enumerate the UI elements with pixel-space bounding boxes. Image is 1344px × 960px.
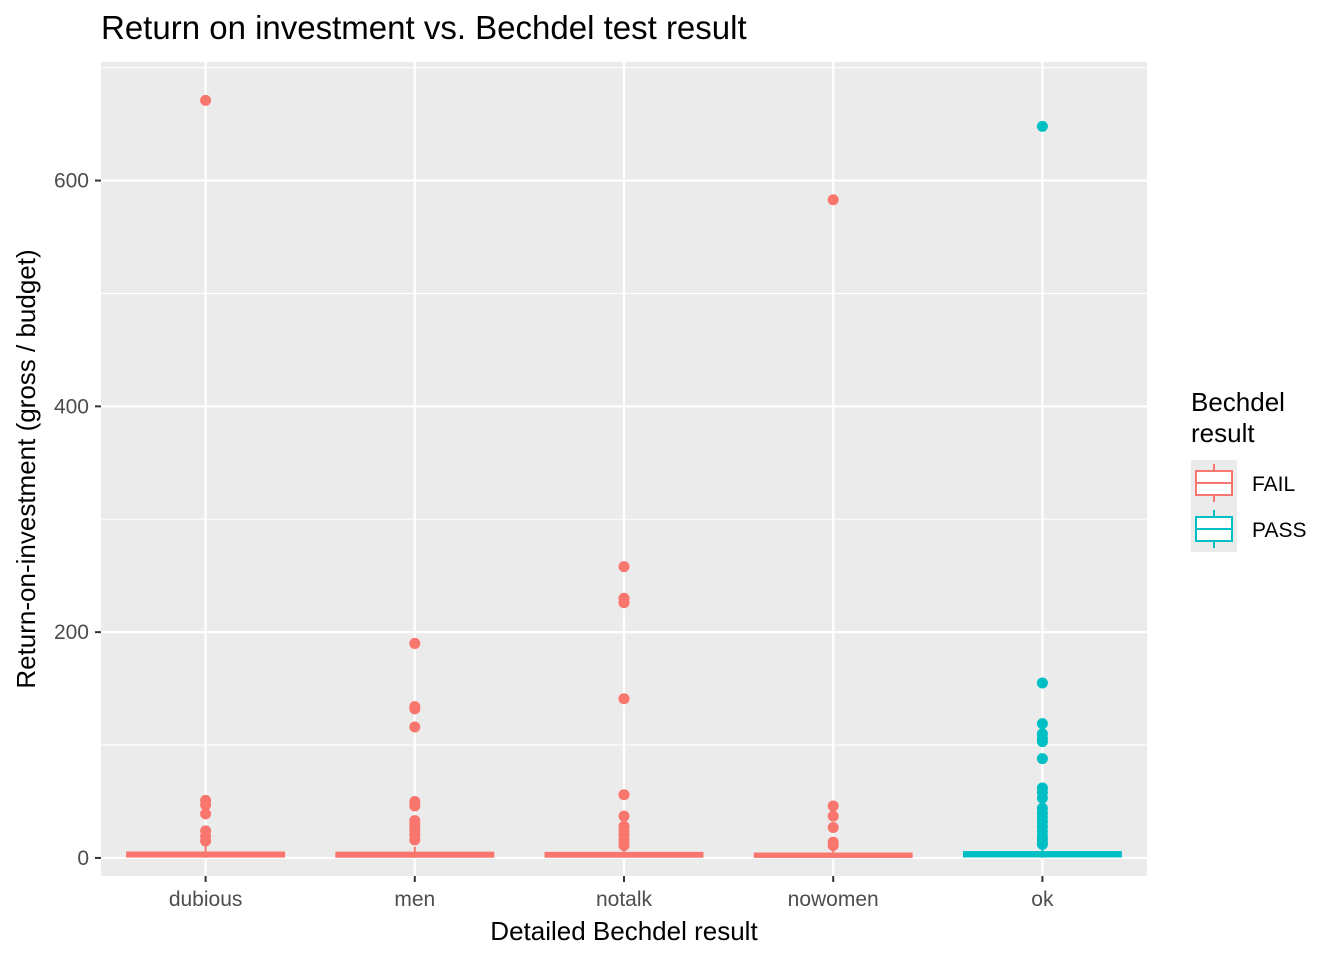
boxplot-men [335, 637, 495, 858]
outlier-point [1036, 792, 1048, 804]
outlier-point [827, 810, 839, 822]
x-tick-label: notalk [596, 888, 653, 911]
x-axis: dubious men notalk nowomen ok [169, 876, 1054, 911]
outlier-point [200, 808, 212, 820]
outlier-point [1036, 120, 1048, 132]
outlier-point [1036, 838, 1048, 850]
x-tick-label: dubious [169, 888, 243, 911]
outlier-point [409, 703, 421, 715]
outlier-point [1036, 677, 1048, 689]
boxplot-dubious [126, 94, 286, 858]
outlier-point [618, 789, 630, 801]
outlier-point [618, 561, 630, 573]
outlier-point [618, 840, 630, 852]
chart-title: Return on investment vs. Bechdel test re… [101, 9, 747, 46]
chart-marks [126, 94, 1122, 858]
y-tick-label: 200 [54, 621, 89, 644]
outlier-point [1036, 718, 1048, 730]
outlier-point [200, 799, 212, 811]
outlier-point [409, 637, 421, 649]
outlier-point [1036, 736, 1048, 748]
outlier-point [409, 834, 421, 846]
boxplot-notalk [544, 561, 704, 858]
boxplot-ok [962, 120, 1122, 858]
y-tick-label: 400 [54, 395, 89, 418]
outlier-point [618, 810, 630, 822]
legend-key-fail [1191, 460, 1237, 506]
outlier-point [827, 821, 839, 833]
outlier-point [409, 800, 421, 812]
x-axis-title: Detailed Bechdel result [490, 916, 758, 946]
y-axis-title: Return-on-investment (gross / budget) [11, 249, 41, 688]
y-tick-label: 600 [54, 170, 89, 193]
legend-title: Bechdel result [1191, 387, 1285, 448]
outlier-point [618, 597, 630, 609]
grid-major [101, 62, 1147, 876]
legend-label: PASS [1252, 519, 1306, 542]
outlier-point [827, 840, 839, 852]
legend-label: FAIL [1252, 473, 1295, 496]
outlier-point [827, 800, 839, 812]
y-tick-label: 0 [77, 847, 89, 870]
outlier-point [409, 721, 421, 733]
boxplot-nowomen [753, 194, 913, 858]
outlier-point [1036, 753, 1048, 765]
x-tick-label: nowomen [788, 888, 879, 911]
outlier-point [618, 693, 630, 705]
outlier-point [200, 835, 212, 847]
legend: Bechdel result FAIL PASS [1191, 387, 1306, 552]
y-axis: 0 200 400 600 [54, 170, 101, 870]
x-tick-label: men [394, 888, 435, 911]
x-tick-label: ok [1031, 888, 1054, 911]
outlier-point [200, 94, 212, 106]
outlier-point [827, 194, 839, 206]
legend-key-pass [1191, 506, 1237, 552]
